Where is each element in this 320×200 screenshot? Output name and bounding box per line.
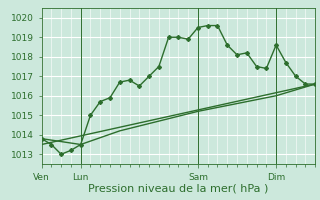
X-axis label: Pression niveau de la mer( hPa ): Pression niveau de la mer( hPa ) bbox=[88, 183, 268, 193]
